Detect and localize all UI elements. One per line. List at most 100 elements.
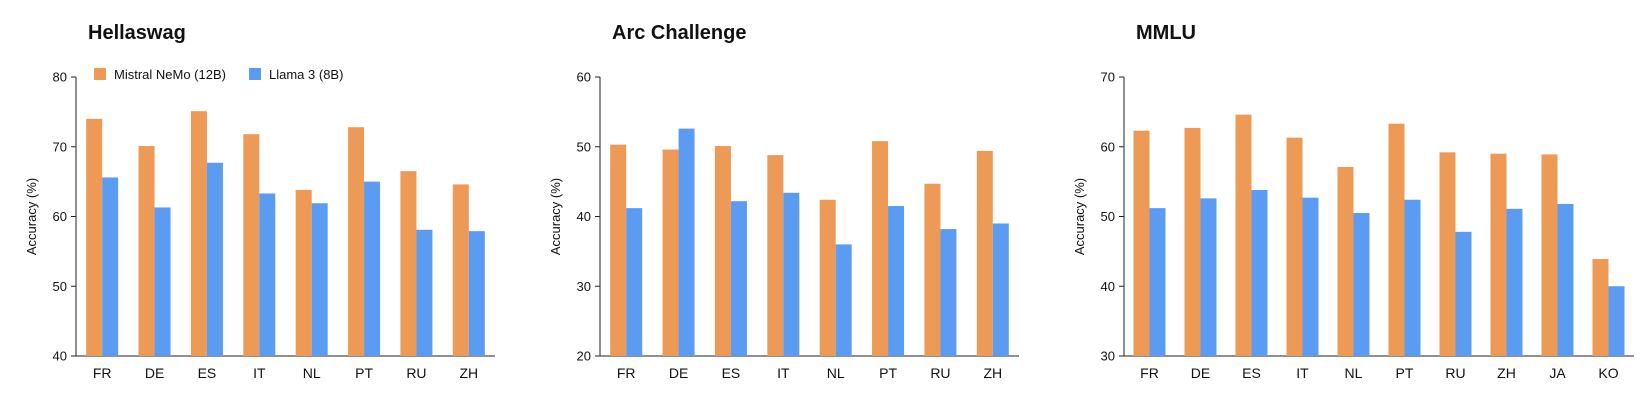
y-tick-label: 50: [577, 139, 591, 154]
bar-mistral-nemo: [138, 146, 155, 356]
bar-llama-3: [416, 229, 433, 356]
y-tick-label: 30: [577, 279, 591, 294]
bar-llama-3: [1557, 203, 1574, 356]
bar-llama-3: [259, 193, 276, 356]
x-tick-label: ZH: [459, 365, 478, 381]
bar-mistral-nemo: [295, 189, 312, 356]
bar-mistral-nemo: [1337, 166, 1354, 356]
x-tick-label: JA: [1549, 365, 1566, 381]
y-tick-label: 70: [1101, 70, 1115, 85]
x-tick-label: PT: [355, 365, 373, 381]
bar-mistral-nemo: [1184, 127, 1201, 356]
x-tick-label: RU: [930, 365, 950, 381]
bar-mistral-nemo: [1388, 123, 1405, 356]
bar-mistral-nemo: [1592, 259, 1609, 356]
bar-mistral-nemo: [243, 134, 260, 356]
bar-mistral-nemo: [924, 183, 941, 356]
bar-llama-3: [1251, 189, 1268, 356]
x-tick-label: ES: [722, 365, 741, 381]
bar-mistral-nemo: [767, 155, 784, 356]
y-tick-label: 40: [577, 209, 591, 224]
bar-llama-3: [626, 208, 643, 356]
bar-llama-3: [1608, 286, 1625, 356]
y-tick-label: 50: [53, 279, 67, 294]
y-tick-label: 70: [53, 139, 67, 154]
bar-llama-3: [1506, 208, 1523, 356]
bar-llama-3: [730, 201, 747, 356]
bar-mistral-nemo: [1439, 152, 1456, 356]
x-tick-label: ZH: [983, 365, 1002, 381]
bar-llama-3: [1149, 208, 1166, 356]
chart-panel-3: MMLU Accuracy (%) 30 40 50 60 70 FR DE ES IT NL PT RU…: [1072, 22, 1634, 381]
bar-mistral-nemo: [976, 150, 993, 356]
y-axis-label: Accuracy (%): [548, 178, 563, 255]
chart-title: Arc Challenge: [612, 22, 746, 44]
legend-label-mistral-nemo: Mistral NeMo (12B): [114, 67, 226, 82]
x-tick-label: NL: [303, 365, 321, 381]
bar-mistral-nemo: [1541, 154, 1558, 356]
bar-llama-3: [940, 229, 957, 356]
legend-label-llama-3: Llama 3 (8B): [269, 67, 343, 82]
bar-llama-3: [888, 206, 905, 356]
x-tick-label: ZH: [1497, 365, 1516, 381]
bar-llama-3: [678, 128, 695, 356]
y-tick-label: 40: [53, 349, 67, 364]
bar-llama-3: [1302, 197, 1319, 356]
x-tick-label: PT: [879, 365, 897, 381]
y-tick-label: 60: [1101, 139, 1115, 154]
chart-panel-2: Arc Challenge Accuracy (%) 20 30 40 50 60 FR DE E…: [548, 22, 1019, 381]
x-tick-label: RU: [1445, 365, 1465, 381]
bar-llama-3: [1404, 199, 1421, 356]
chart-panel-1: Hellaswag Accuracy (%) 40 50 60 70 80 FR DE ES IT N…: [24, 22, 495, 381]
x-tick-label: IT: [1296, 365, 1309, 381]
bar-mistral-nemo: [872, 141, 889, 356]
x-tick-label: PT: [1396, 365, 1414, 381]
x-tick-label: ES: [198, 365, 217, 381]
bar-mistral-nemo: [400, 171, 417, 356]
bar-llama-3: [154, 207, 171, 356]
bar-mistral-nemo: [86, 118, 103, 356]
y-tick-label: 30: [1101, 349, 1115, 364]
legend-swatch-mistral-nemo: [94, 68, 106, 80]
x-tick-label: DE: [669, 365, 688, 381]
bar-llama-3: [1353, 213, 1370, 356]
y-tick-label: 80: [53, 70, 67, 85]
legend-swatch-llama-3: [249, 68, 261, 80]
x-tick-label: IT: [777, 365, 790, 381]
bar-llama-3: [992, 223, 1009, 356]
x-tick-label: NL: [1345, 365, 1363, 381]
bar-llama-3: [102, 177, 119, 356]
x-tick-label: DE: [1191, 365, 1210, 381]
bar-llama-3: [1200, 198, 1217, 356]
y-axis-label: Accuracy (%): [1072, 178, 1087, 255]
x-tick-label: FR: [617, 365, 636, 381]
chart-title: MMLU: [1136, 22, 1196, 44]
x-tick-label: DE: [145, 365, 164, 381]
x-tick-label: FR: [93, 365, 112, 381]
x-tick-label: FR: [1140, 365, 1159, 381]
bar-mistral-nemo: [819, 199, 836, 356]
x-tick-label: KO: [1598, 365, 1618, 381]
y-tick-label: 20: [577, 349, 591, 364]
bar-mistral-nemo: [190, 111, 207, 357]
bar-mistral-nemo: [1235, 114, 1252, 356]
chart-title: Hellaswag: [88, 22, 186, 44]
y-tick-label: 60: [53, 209, 67, 224]
y-axis-label: Accuracy (%): [24, 178, 39, 255]
bar-llama-3: [206, 162, 223, 356]
bar-llama-3: [364, 181, 381, 356]
bar-llama-3: [835, 244, 852, 356]
bar-mistral-nemo: [610, 144, 627, 356]
x-tick-label: RU: [406, 365, 426, 381]
y-tick-label: 50: [1101, 209, 1115, 224]
bar-mistral-nemo: [348, 127, 365, 356]
y-tick-label: 40: [1101, 279, 1115, 294]
bar-mistral-nemo: [714, 146, 731, 356]
bar-mistral-nemo: [1133, 130, 1150, 356]
bar-llama-3: [783, 192, 800, 356]
bar-llama-3: [311, 203, 328, 356]
bar-llama-3: [1455, 231, 1472, 356]
bar-llama-3: [468, 231, 485, 356]
bar-mistral-nemo: [1490, 153, 1507, 356]
